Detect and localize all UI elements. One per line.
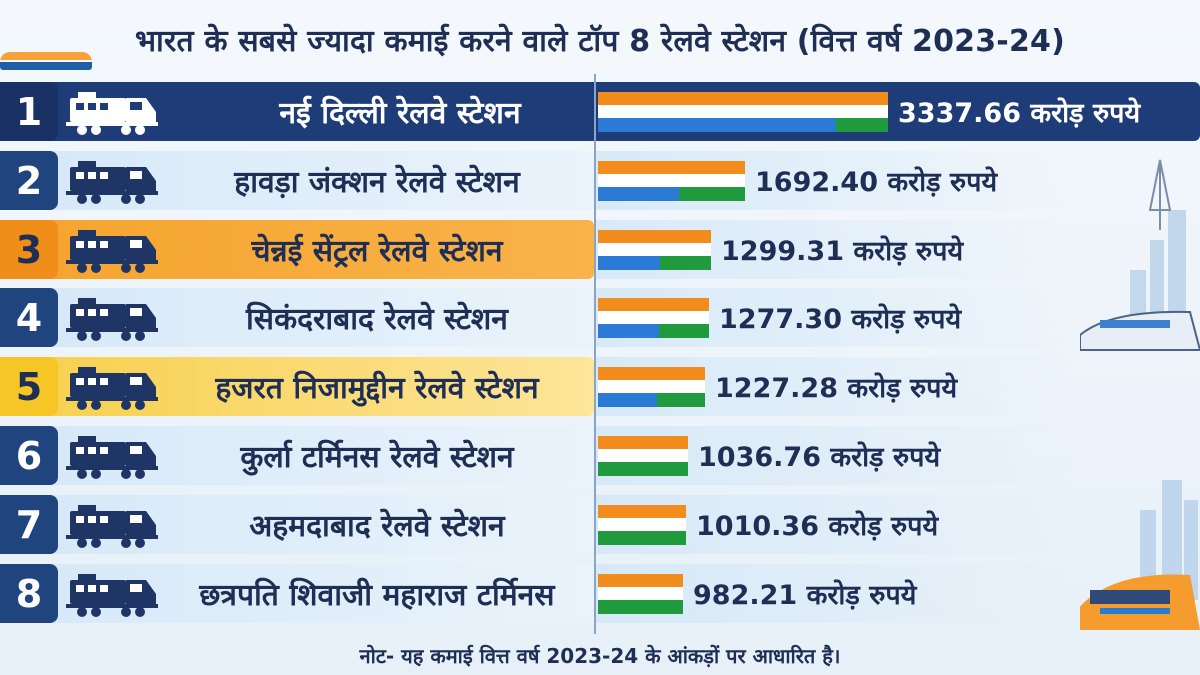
bar-blue-band: [598, 118, 836, 132]
value-label: 1299.31 करोड़ रुपये: [721, 236, 964, 267]
bar-green-band: [657, 393, 705, 407]
value-label: 3337.66 करोड़ रुपये: [898, 98, 1141, 129]
title-train-icon: [0, 52, 92, 70]
category-label: हजरत निजामुद्दीन रेलवे स्टेशन: [215, 371, 539, 406]
locomotive-icon: [64, 157, 160, 205]
bar-saffron-band: [598, 92, 888, 105]
bar-white-band: [598, 243, 711, 256]
bar-green-band: [659, 324, 709, 338]
value-label: 982.21 करोड़ रुपये: [693, 580, 917, 611]
bar-green-band: [598, 600, 683, 614]
chart-title: भारत के सबसे ज्यादा कमाई करने वाले टॉप 8…: [134, 23, 1066, 59]
bar-white-band: [598, 518, 686, 531]
bar-green-band: [598, 462, 688, 476]
data-bar: [598, 230, 711, 270]
bar-white-band: [598, 380, 705, 393]
data-bar: [598, 436, 688, 476]
rank-label: 2: [0, 151, 58, 210]
value-label: 1692.40 करोड़ रुपये: [755, 167, 998, 198]
rank-label: 4: [0, 288, 58, 347]
value-label: 1277.30 करोड़ रुपये: [719, 304, 962, 335]
bar-saffron-band: [598, 574, 683, 587]
bar-saffron-band: [598, 161, 745, 174]
bar-blue-band: [598, 256, 660, 270]
category-label: नई दिल्ली रेलवे स्टेशन: [279, 96, 521, 131]
locomotive-icon: [64, 570, 160, 618]
bar-saffron-band: [598, 230, 711, 243]
rank-label: 8: [0, 564, 58, 623]
bar-white-band: [598, 174, 745, 187]
rank-label: 1: [0, 82, 58, 141]
station-row: 2 हावड़ा जंक्शन रेलवे स्टेशन: [0, 151, 594, 210]
station-row: 8 छत्रपति शिवाजी महाराज टर्मिनस: [0, 564, 594, 623]
bar-blue-band: [598, 187, 679, 201]
category-label: सिकंदराबाद रेलवे स्टेशन: [246, 302, 508, 337]
bar-saffron-band: [598, 436, 688, 449]
data-bar: [598, 574, 683, 614]
bar-saffron-band: [598, 505, 686, 518]
bar-white-band: [598, 587, 683, 600]
station-row: 6 कुर्ला टर्मिनस रेलवे स्टेशन: [0, 426, 594, 485]
bar-saffron-band: [598, 367, 705, 380]
category-label: छत्रपति शिवाजी महाराज टर्मिनस: [199, 578, 555, 613]
station-row: 5 हजरत निजामुद्दीन रेलवे स्टेशन: [0, 357, 594, 416]
category-label: कुर्ला टर्मिनस रेलवे स्टेशन: [240, 440, 514, 475]
bar-green-band: [660, 256, 711, 270]
category-label: अहमदाबाद रेलवे स्टेशन: [249, 509, 505, 544]
station-row: 3 चेन्नई सेंट्रल रेलवे स्टेशन: [0, 220, 594, 279]
locomotive-icon: [64, 88, 160, 136]
category-label: हावड़ा जंक्शन रेलवे स्टेशन: [234, 165, 520, 200]
bar-white-band: [598, 311, 709, 324]
axis-divider: [594, 74, 596, 634]
bar-green-band: [836, 118, 888, 132]
bar-green-band: [598, 531, 686, 545]
rank-label: 6: [0, 426, 58, 485]
bar-saffron-band: [598, 298, 709, 311]
bar-blue-band: [598, 324, 659, 338]
bar-white-band: [598, 449, 688, 462]
locomotive-icon: [64, 501, 160, 549]
data-bar: [598, 92, 888, 132]
locomotive-icon: [64, 226, 160, 274]
station-row: 4 सिकंदराबाद रेलवे स्टेशन: [0, 288, 594, 347]
locomotive-icon: [64, 432, 160, 480]
rank-label: 7: [0, 495, 58, 554]
locomotive-icon: [64, 363, 160, 411]
rank-label: 3: [0, 220, 58, 279]
locomotive-icon: [64, 294, 160, 342]
category-label: चेन्नई सेंट्रल रेलवे स्टेशन: [251, 234, 503, 269]
data-bar: [598, 505, 686, 545]
station-row: 7 अहमदाबाद रेलवे स्टेशन: [0, 495, 594, 554]
bar-green-band: [679, 187, 745, 201]
data-bar: [598, 161, 745, 201]
footnote: नोट- यह कमाई वित्त वर्ष 2023-24 के आंकड़…: [359, 644, 841, 668]
city-skyline-illustration: [1080, 159, 1200, 630]
value-label: 1227.28 करोड़ रुपये: [715, 373, 958, 404]
data-bar: [598, 298, 709, 338]
value-label: 1010.36 करोड़ रुपये: [696, 511, 939, 542]
bar-white-band: [598, 105, 888, 118]
value-label: 1036.76 करोड़ रुपये: [698, 442, 941, 473]
bar-blue-band: [598, 393, 657, 407]
data-bar: [598, 367, 705, 407]
rank-label: 5: [0, 357, 58, 416]
